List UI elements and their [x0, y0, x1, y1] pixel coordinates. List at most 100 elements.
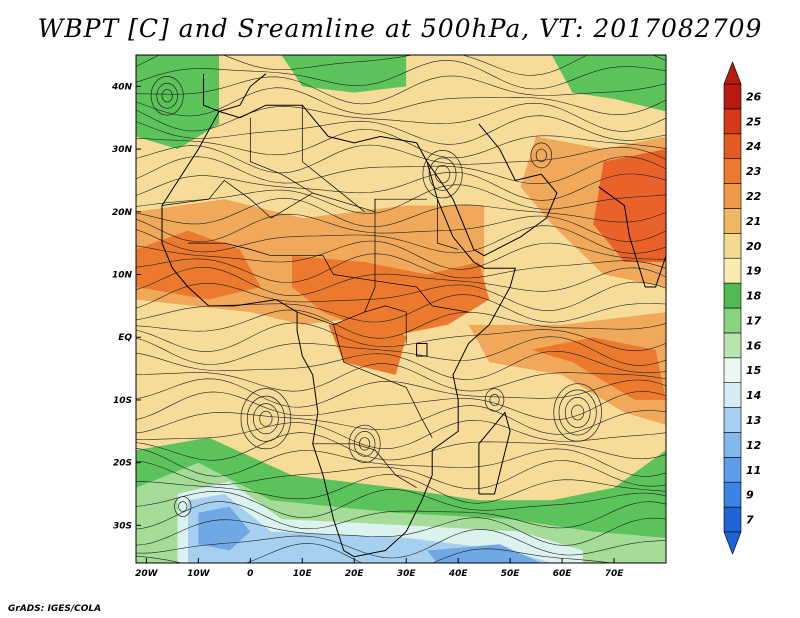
- lat-tick-label: 30N: [112, 145, 133, 155]
- lon-tick-label: 70E: [605, 569, 625, 579]
- colorbar-swatch: [723, 208, 742, 234]
- streamline-36: [136, 543, 613, 563]
- colorbar-label: 26: [746, 90, 762, 103]
- streamline-4: [136, 102, 666, 132]
- streamline-6: [136, 129, 666, 159]
- border-8: [249, 117, 313, 194]
- colorbar-swatch: [723, 108, 742, 135]
- lat-tick-label: 20S: [113, 459, 132, 469]
- colorbar-swatch: [723, 233, 742, 259]
- coast-india: [598, 186, 666, 288]
- far-south-vortex-ring-1: [174, 496, 192, 517]
- streamline-vortices: [150, 76, 602, 517]
- country-borders: [161, 105, 469, 488]
- longitude-axis: 20W 10W 0 10E 20E 30E 40E 50E 60E 70E: [135, 558, 624, 579]
- lon-tick-label: 20E: [345, 569, 365, 579]
- region-green-north-west: [136, 55, 220, 150]
- colorbar-label: 24: [746, 140, 761, 153]
- streamline-23: [136, 363, 666, 392]
- indian-ocean-vortex-ring-1: [564, 397, 591, 428]
- south-atlantic-vortex-ring-2: [246, 395, 285, 442]
- colorbar-label: 15: [746, 364, 762, 377]
- colorbar-label: 17: [746, 314, 762, 327]
- streamline-18: [136, 294, 666, 323]
- streamline-11: [136, 197, 666, 228]
- colorbar-label: 13: [746, 414, 762, 427]
- colorbar-swatch: [723, 407, 742, 433]
- colorbar-swatch: [723, 83, 742, 110]
- colorbar-swatch: [723, 183, 742, 209]
- colorbar-swatch: [723, 133, 742, 160]
- lat-tick-label: 10S: [113, 396, 132, 406]
- streamline-15: [136, 253, 666, 283]
- lat-tick-label: EQ: [118, 333, 132, 343]
- streamline-33: [136, 501, 666, 530]
- streamline-28: [136, 432, 666, 461]
- colorbar-label: 14: [746, 389, 761, 402]
- north-atlantic-vortex-ring-0: [161, 89, 173, 103]
- map-frame: [135, 54, 667, 564]
- madagascar-vortex-ring-1: [484, 388, 505, 412]
- colorbar-label: 20: [746, 240, 762, 253]
- coast-africa-east-coast: [354, 142, 516, 558]
- colorbar-swatch: [723, 158, 742, 184]
- lon-tick-label: 40E: [448, 569, 469, 579]
- arabian-vortex-ring-0: [535, 148, 547, 162]
- chart-title: WBPT [C] and Sreamline at 500hPa, VT: 20…: [37, 14, 763, 43]
- streamline-21: [136, 336, 666, 366]
- north-atlantic-vortex-ring-2: [150, 76, 184, 116]
- border-7: [301, 105, 365, 213]
- lat-tick-label: 30S: [113, 521, 132, 531]
- streamline-20: [136, 322, 666, 352]
- coast-north-africa-coast: [218, 104, 417, 144]
- temperature-shading: [136, 55, 666, 563]
- lon-tick-label: 10E: [293, 569, 313, 579]
- streamline-1: [136, 59, 666, 90]
- coast-arabia: [426, 123, 558, 257]
- colorbar-swatch: [723, 357, 742, 383]
- colorbar-top-arrow: [723, 61, 742, 85]
- madagascar-vortex-ring-0: [489, 393, 500, 406]
- lon-tick-label: 20W: [135, 569, 159, 579]
- streamline-9: [136, 171, 666, 201]
- south-atlantic-vortex-ring-3: [240, 388, 292, 450]
- streamline-19: [136, 309, 666, 339]
- region-hot-central: [291, 255, 490, 338]
- streamline-14: [136, 240, 666, 270]
- region-hot-congo: [328, 312, 407, 375]
- border-5: [364, 199, 376, 313]
- colorbar-swatch: [723, 257, 742, 284]
- region-hot-indian-ocean: [530, 337, 666, 400]
- colorbar-label: 11: [746, 464, 761, 477]
- streamline-34: [136, 517, 666, 546]
- region-green-north-east: [551, 55, 666, 112]
- border-4: [333, 305, 407, 344]
- streamline-12: [136, 213, 666, 243]
- colorbar-swatch: [723, 456, 742, 483]
- colorbar-label: 25: [746, 115, 762, 128]
- region-light-blue-south: [188, 494, 552, 563]
- colorbar-label: 22: [746, 190, 762, 203]
- colorbar-label: 9: [746, 489, 754, 502]
- lon-tick-label: 30E: [397, 569, 417, 579]
- south-atlantic-vortex-ring-1: [253, 403, 279, 435]
- colorbar-bottom-arrow: [723, 531, 742, 555]
- border-6: [437, 199, 459, 250]
- latitude-axis: 40N 30N 20N 10N EQ 10S 20S 30S: [111, 82, 141, 531]
- region-blue-south: [198, 506, 251, 551]
- streamline-8: [136, 156, 666, 184]
- colorbar-label: 12: [746, 439, 762, 452]
- sahara-vortex-ring-2: [422, 150, 463, 199]
- streamline-35: [136, 529, 666, 559]
- colorbar-label: 21: [746, 215, 761, 228]
- arabian-vortex-ring-1: [530, 142, 553, 169]
- far-south-vortex-ring-0: [178, 501, 188, 512]
- border-1: [188, 242, 469, 313]
- region-hot-west: [136, 230, 261, 300]
- lat-tick-label: 10N: [112, 271, 133, 281]
- border-3: [312, 443, 417, 488]
- streamline-26: [136, 405, 666, 435]
- colorbar-label: 19: [746, 265, 762, 278]
- streamline-24: [136, 378, 666, 408]
